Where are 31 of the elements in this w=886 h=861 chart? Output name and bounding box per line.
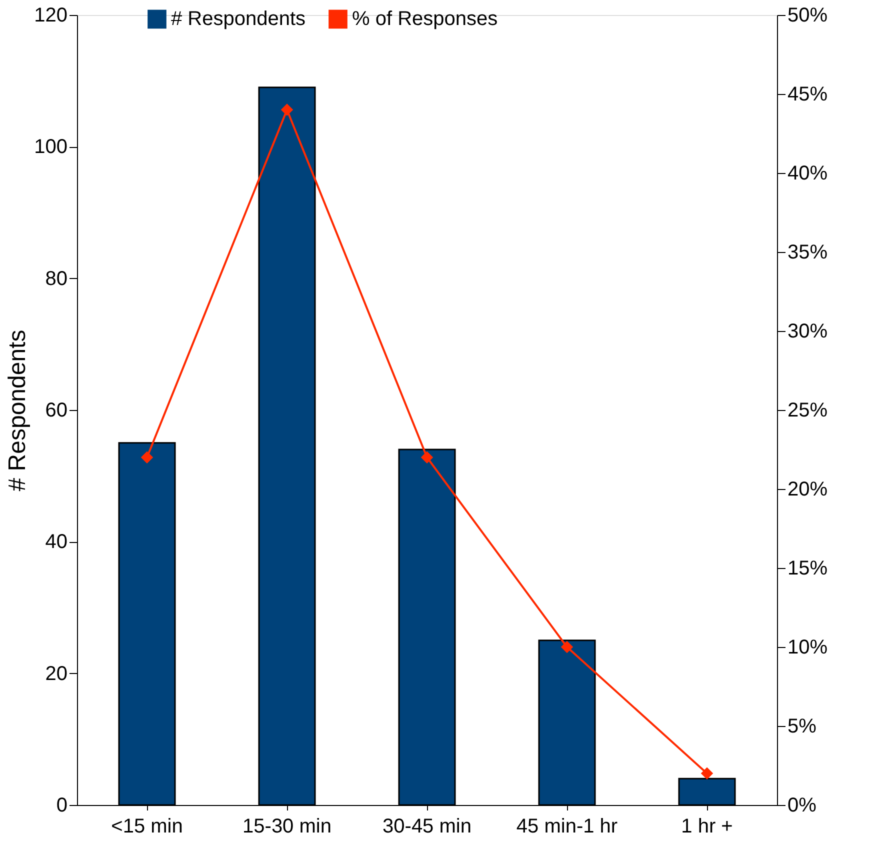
y-tick-label: 60 [45, 400, 68, 422]
y2-tick-label: 50% [788, 4, 828, 26]
y2-tick-label: 40% [788, 162, 828, 184]
x-tick-label: 45 min-1 hr [516, 816, 618, 838]
y2-tick-label: 5% [788, 716, 817, 738]
y-tick-label: 120 [34, 4, 68, 26]
legend-label: % of Responses [352, 8, 498, 30]
y-axis-title: # Respondents [4, 330, 32, 492]
point [560, 640, 574, 654]
legend-label: # Respondents [171, 8, 306, 30]
x-tick-label: <15 min [111, 816, 183, 838]
point [280, 104, 294, 116]
y-tick-label: 100 [34, 136, 68, 158]
x-tick-label: 1 hr + [681, 816, 733, 838]
y-tick-label: 80 [45, 268, 68, 290]
x-tick-label: 30-45 min [382, 816, 472, 838]
y-tick-label: 0 [56, 794, 68, 816]
y-tick-label: 20 [45, 662, 68, 685]
y-tick-label: 40 [45, 531, 68, 554]
y2-tick-label: 30% [788, 320, 828, 342]
point [420, 451, 434, 464]
y2-tick-label: 15% [788, 558, 828, 580]
y2-tick-label: 0% [788, 794, 817, 816]
y2-tick-label: 35% [788, 242, 828, 264]
point [700, 767, 714, 780]
point [140, 451, 154, 464]
y2-tick-label: 20% [788, 478, 828, 500]
y2-tick-label: 45% [788, 84, 828, 106]
y2-tick-label: 25% [788, 400, 828, 422]
y2-tick-label: 10% [788, 636, 828, 658]
x-tick-label: 15-30 min [242, 816, 332, 838]
